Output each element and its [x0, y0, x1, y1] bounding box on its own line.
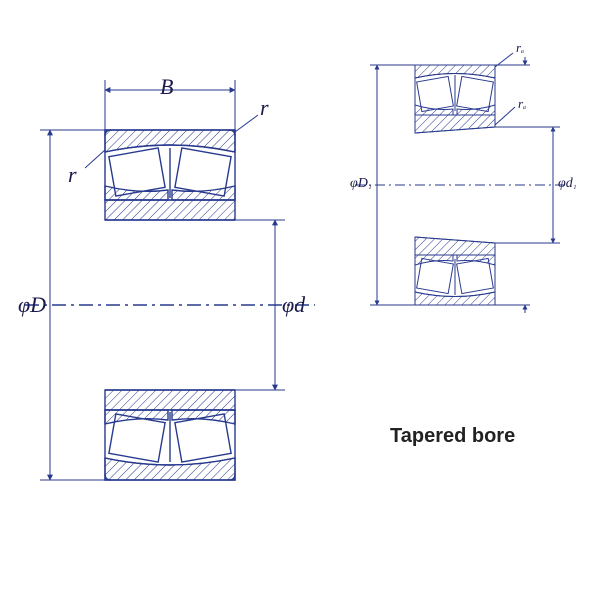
label-r-top: r [260, 95, 269, 121]
label-r-small-top: rₐ [516, 40, 524, 56]
diagram-canvas: B r r φD φd rₐ rₐ φD₁ φd₁ Tapered bore [0, 0, 600, 600]
caption-tapered-bore: Tapered bore [390, 425, 515, 448]
label-phid1: φd₁ [558, 176, 577, 192]
label-r-left: r [68, 162, 77, 188]
main-cross-section [25, 80, 315, 480]
tapered-bore-section [355, 53, 565, 313]
label-phiD: φD [18, 292, 46, 318]
label-phiD1: φD₁ [350, 176, 372, 192]
label-r-small-mid: rₐ [518, 96, 526, 112]
label-B: B [160, 74, 173, 100]
label-phid: φd [282, 292, 305, 318]
